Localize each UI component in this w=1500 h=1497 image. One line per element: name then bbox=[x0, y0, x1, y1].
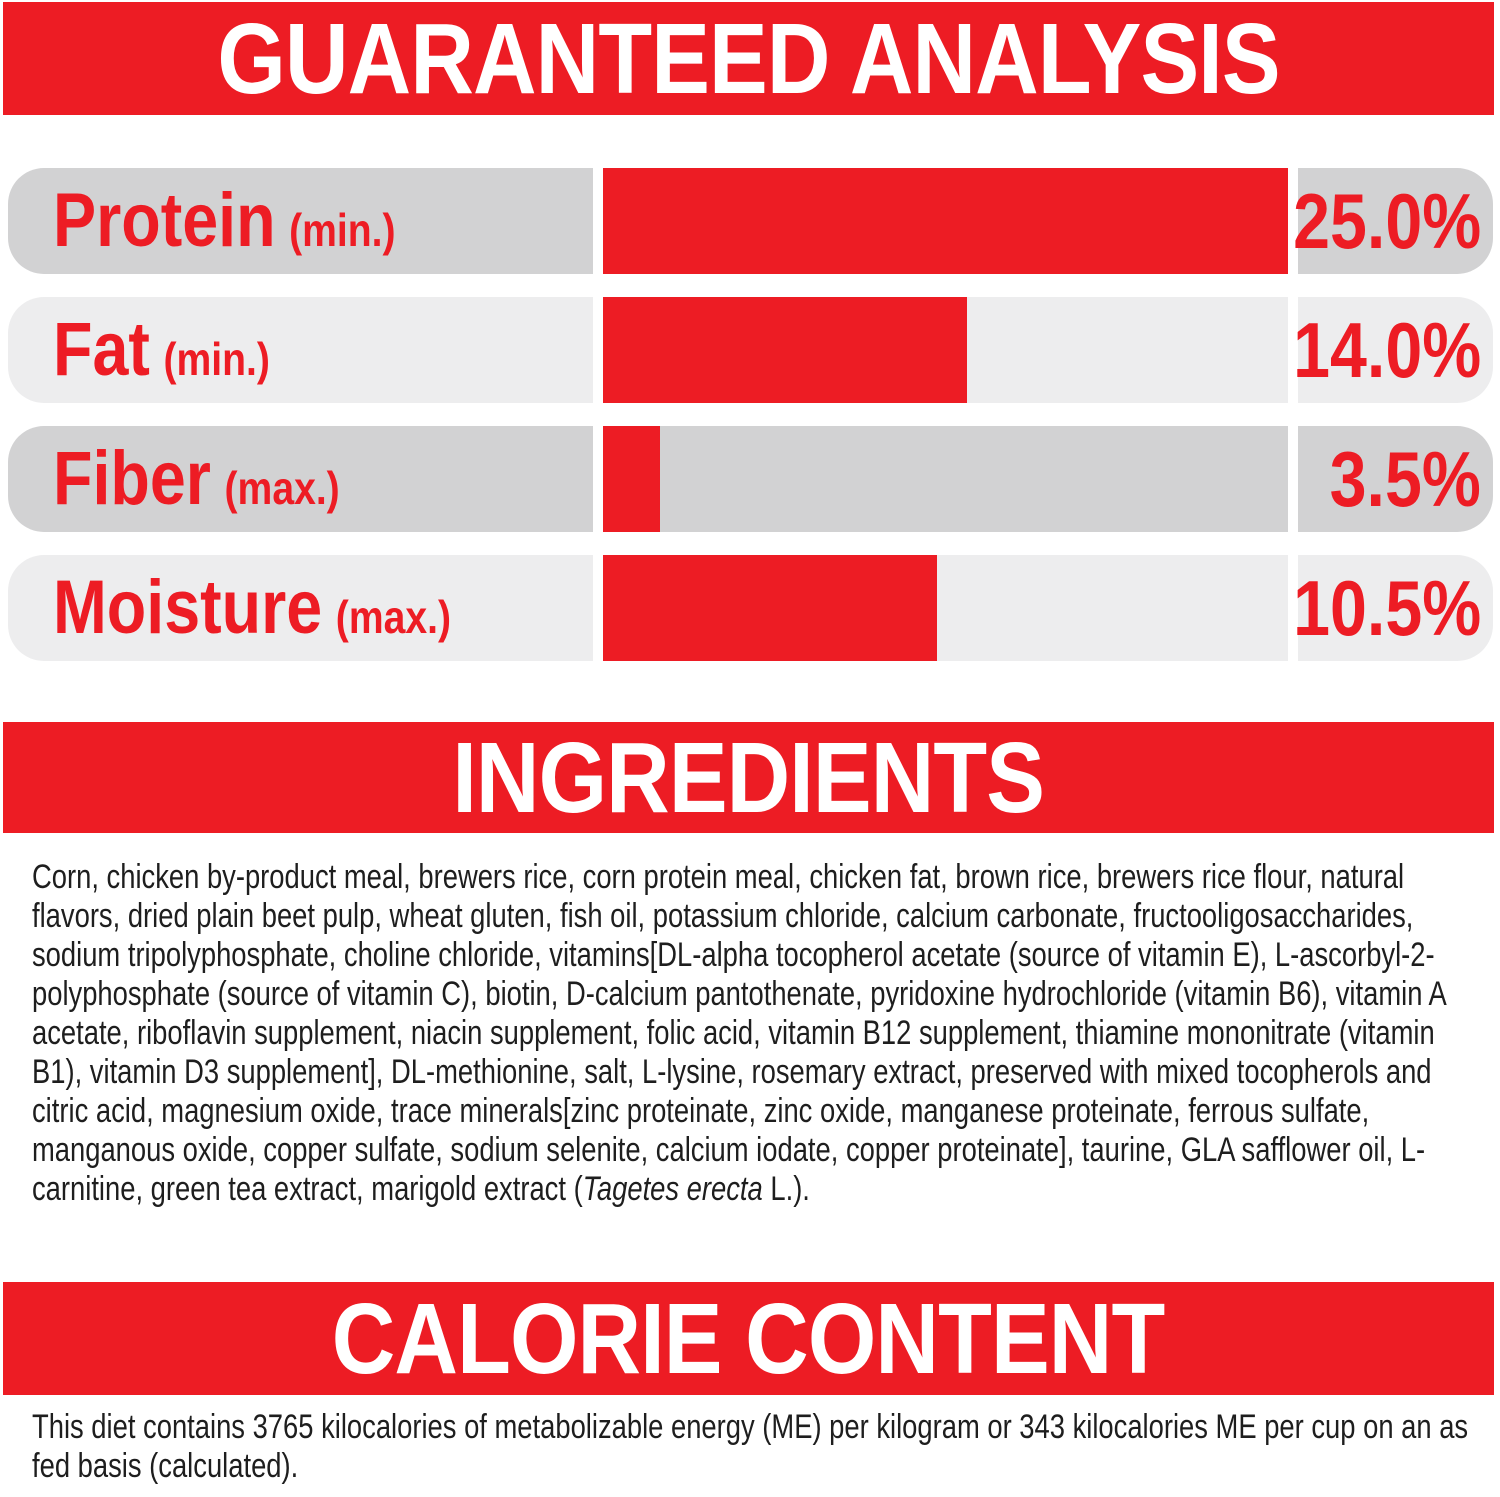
value-label: 3.5% bbox=[1329, 435, 1481, 523]
nutrient-name: Moisture bbox=[53, 565, 323, 650]
analysis-row-fat: Fat (min.) 14.0% bbox=[8, 297, 1493, 403]
pill-gap bbox=[593, 555, 603, 661]
nutrient-qualifier: (min.) bbox=[289, 204, 396, 256]
value-pill: 3.5% bbox=[1298, 426, 1493, 532]
bar-fill bbox=[603, 297, 967, 403]
nutrient-label-pill: Protein (min.) bbox=[8, 168, 593, 274]
ingredients-latin-name: Tagetes erecta bbox=[582, 1170, 763, 1208]
ingredients-text: Corn, chicken by-product meal, brewers r… bbox=[32, 858, 1446, 1208]
value-label: 25.0% bbox=[1293, 177, 1481, 265]
bar-fill bbox=[603, 555, 938, 661]
calorie-content-title: CALORIE CONTENT bbox=[332, 1282, 1165, 1395]
bar-track bbox=[603, 555, 1288, 661]
value-pill: 14.0% bbox=[1293, 297, 1493, 403]
guaranteed-analysis-title: GUARANTEED ANALYSIS bbox=[217, 2, 1280, 115]
ingredients-paragraph: Corn, chicken by-product meal, brewers r… bbox=[32, 858, 1489, 1209]
analysis-row-fiber: Fiber (max.) 3.5% bbox=[8, 426, 1493, 532]
nutrient-label: Fat (min.) bbox=[53, 312, 270, 388]
ingredients-title: INGREDIENTS bbox=[452, 721, 1046, 834]
nutrient-name: Fiber bbox=[53, 436, 211, 521]
nutrient-label-pill: Fat (min.) bbox=[8, 297, 593, 403]
ingredients-text-end: L.). bbox=[762, 1170, 810, 1208]
value-label: 14.0% bbox=[1293, 306, 1481, 394]
nutrient-qualifier: (max.) bbox=[224, 462, 340, 514]
calorie-content-band: CALORIE CONTENT bbox=[3, 1282, 1494, 1395]
ingredients-band: INGREDIENTS bbox=[3, 722, 1494, 833]
pill-gap bbox=[593, 168, 603, 274]
nutrient-label: Moisture (max.) bbox=[53, 570, 451, 646]
bar-fill bbox=[603, 426, 660, 532]
pill-gap bbox=[593, 426, 603, 532]
nutrient-label: Fiber (max.) bbox=[53, 441, 340, 517]
nutrient-label-pill: Moisture (max.) bbox=[8, 555, 593, 661]
calorie-content-text: This diet contains 3765 kilocalories of … bbox=[32, 1408, 1469, 1485]
bar-track bbox=[603, 426, 1288, 532]
nutrient-qualifier: (min.) bbox=[163, 333, 270, 385]
value-pill: 25.0% bbox=[1293, 168, 1493, 274]
value-pill: 10.5% bbox=[1293, 555, 1493, 661]
value-label: 10.5% bbox=[1293, 564, 1481, 652]
nutrient-name: Protein bbox=[53, 178, 276, 263]
bar-track bbox=[603, 297, 1288, 403]
guaranteed-analysis-band: GUARANTEED ANALYSIS bbox=[3, 2, 1494, 115]
nutrient-name: Fat bbox=[53, 307, 150, 392]
bar-track bbox=[603, 168, 1288, 274]
bar-fill bbox=[603, 168, 1288, 274]
pill-gap bbox=[593, 297, 603, 403]
pill-gap bbox=[1288, 426, 1298, 532]
nutrient-qualifier: (max.) bbox=[335, 591, 451, 643]
analysis-row-moisture: Moisture (max.) 10.5% bbox=[8, 555, 1493, 661]
calorie-content-paragraph: This diet contains 3765 kilocalories of … bbox=[32, 1408, 1489, 1486]
nutrient-label: Protein (min.) bbox=[53, 183, 396, 259]
analysis-row-protein: Protein (min.) 25.0% bbox=[8, 168, 1493, 274]
nutrient-label-pill: Fiber (max.) bbox=[8, 426, 593, 532]
